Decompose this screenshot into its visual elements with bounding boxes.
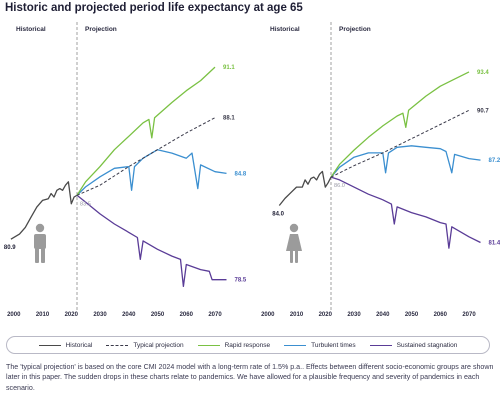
section-label-projection: Projection <box>85 26 117 33</box>
x-tick-label: 2010 <box>36 312 50 318</box>
x-tick-label: 2050 <box>405 312 419 318</box>
legend-swatch-rapid <box>197 344 220 346</box>
series-line-historical <box>278 170 332 206</box>
x-tick-label: 2050 <box>151 312 165 318</box>
end-label-typical: 88.1 <box>223 116 235 122</box>
female-figure-icon <box>286 223 302 263</box>
series-line-historical <box>10 181 78 240</box>
footnote: The 'typical projection' is based on the… <box>6 363 494 392</box>
panel-female <box>278 22 481 312</box>
end-label-stagnation: 78.5 <box>235 278 247 284</box>
legend-swatch-stagnation <box>369 344 392 346</box>
series-line-rapid <box>330 71 470 178</box>
start-value-annotation: 86.0 <box>334 183 345 189</box>
end-label-historical: 80.9 <box>4 245 16 251</box>
legend-swatch-historical <box>38 344 61 346</box>
x-tick-label: 2040 <box>376 312 390 318</box>
x-tick-label: 2010 <box>290 312 304 318</box>
legend-item-typical: Typical projection <box>106 341 184 349</box>
end-label-typical: 90.7 <box>477 108 489 114</box>
male-figure-icon <box>34 223 46 263</box>
x-tick-label: 2030 <box>347 312 361 318</box>
legend-label: Sustained stagnation <box>396 341 458 349</box>
end-label-stagnation: 81.4 <box>489 240 500 246</box>
end-label-turbulent: 84.8 <box>235 171 247 177</box>
panel-male <box>10 22 227 312</box>
end-label-turbulent: 87.2 <box>489 158 500 164</box>
legend-swatch-turbulent <box>284 344 307 346</box>
legend-swatch-typical <box>106 344 129 346</box>
x-tick-label: 2020 <box>319 312 333 318</box>
series-line-turbulent <box>76 149 227 196</box>
legend: Historical Typical projection Rapid respon… <box>6 336 490 354</box>
series-line-typical <box>330 109 470 178</box>
x-tick-label: 2000 <box>7 312 21 318</box>
x-tick-label: 2060 <box>434 312 448 318</box>
legend-item-rapid: Rapid response <box>197 341 271 349</box>
series-line-stagnation <box>76 194 227 288</box>
end-label-rapid: 93.4 <box>477 70 489 76</box>
x-tick-label: 2060 <box>180 312 194 318</box>
x-tick-label: 2000 <box>261 312 275 318</box>
legend-item-turbulent: Turbulent times <box>284 342 356 349</box>
legend-label: Typical projection <box>133 341 184 349</box>
x-tick-label: 2040 <box>122 312 136 318</box>
series-line-turbulent <box>330 145 481 178</box>
series-line-rapid <box>76 66 216 196</box>
legend-label: Historical <box>65 341 93 349</box>
series-line-stagnation <box>330 176 481 249</box>
legend-item-historical: Historical <box>38 341 93 349</box>
x-tick-label: 2070 <box>462 312 476 318</box>
end-label-rapid: 91.1 <box>223 65 235 71</box>
series-line-typical <box>76 117 216 196</box>
section-label-projection: Projection <box>339 26 371 33</box>
x-tick-label: 2020 <box>65 312 79 318</box>
section-label-historical: Historical <box>270 26 300 33</box>
chart-title: Historic and projected period life expec… <box>5 2 303 14</box>
end-label-historical: 84.0 <box>272 212 284 218</box>
legend-label: Turbulent times <box>311 341 356 349</box>
section-label-historical: Historical <box>16 26 46 33</box>
x-tick-label: 2070 <box>208 312 222 318</box>
legend-item-stagnation: Sustained stagnation <box>369 341 458 349</box>
x-tick-label: 2030 <box>93 312 107 318</box>
start-value-annotation: 83.5 <box>80 201 91 207</box>
legend-label: Rapid response <box>224 341 271 349</box>
